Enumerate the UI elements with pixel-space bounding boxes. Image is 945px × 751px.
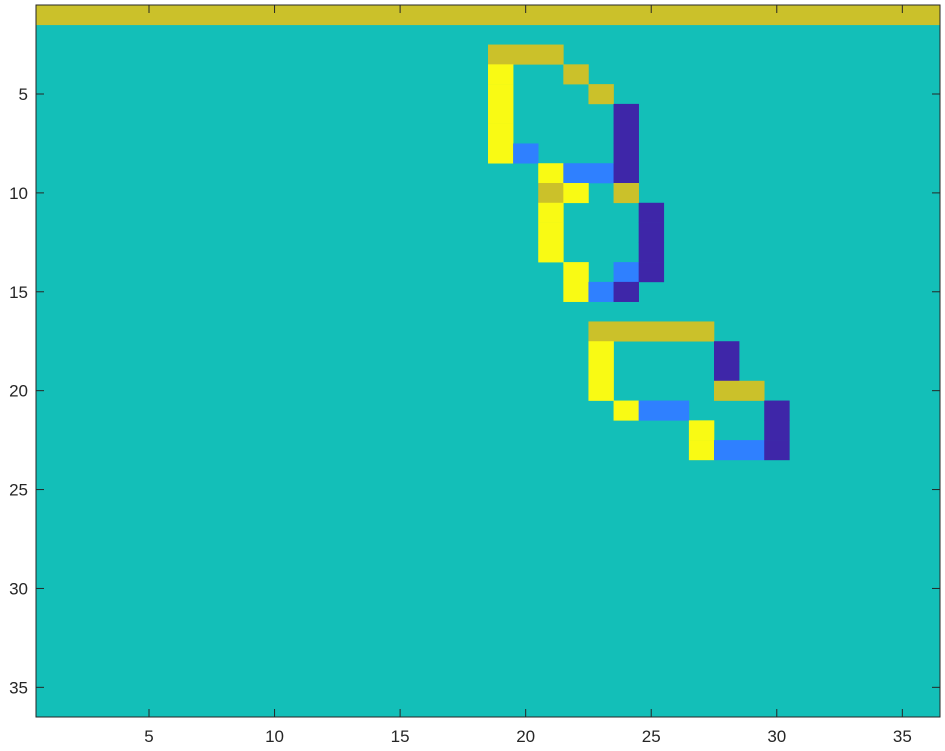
heatmap-cell bbox=[538, 242, 564, 263]
x-tick-label: 20 bbox=[516, 727, 535, 746]
heatmap-cell bbox=[588, 321, 715, 342]
heatmap-cell bbox=[638, 202, 665, 223]
x-tick-label: 10 bbox=[265, 727, 284, 746]
y-axis: 5 10 15 20 25 30 35 bbox=[9, 85, 940, 697]
y-tick-label: 25 bbox=[9, 481, 28, 500]
heatmap-cell bbox=[588, 84, 614, 105]
heatmap-cell bbox=[714, 440, 765, 461]
y-tick-label: 5 bbox=[19, 85, 28, 104]
heatmap-cell bbox=[613, 143, 639, 164]
heatmap-cell bbox=[538, 222, 564, 243]
heatmap-cell bbox=[688, 420, 715, 441]
heatmap-cell bbox=[613, 163, 639, 184]
axes-box bbox=[35, 4, 941, 718]
heatmap-cell bbox=[764, 400, 790, 421]
heatmap-cell bbox=[764, 420, 790, 441]
y-tick-label: 20 bbox=[9, 382, 28, 401]
heatmap-cell bbox=[563, 163, 614, 184]
heatmap-cell bbox=[538, 202, 564, 223]
heatmap-cell bbox=[563, 281, 589, 302]
heatmap-cell bbox=[538, 163, 564, 184]
heatmap-cell bbox=[714, 341, 740, 362]
heatmap-cell bbox=[538, 183, 564, 204]
y-tick-label: 15 bbox=[9, 283, 28, 302]
heatmap-cell bbox=[638, 262, 665, 283]
y-tick-label: 35 bbox=[9, 678, 28, 697]
heatmap-cell bbox=[613, 262, 639, 283]
heatmap-cell bbox=[563, 183, 589, 204]
heatmap-cell bbox=[588, 341, 614, 362]
heatmap-cell bbox=[488, 123, 514, 144]
heatmap-cell bbox=[688, 440, 715, 461]
heatmap-cell bbox=[488, 64, 514, 85]
x-axis: 5 10 15 20 25 30 35 bbox=[144, 5, 912, 746]
heatmap-cell bbox=[588, 281, 614, 302]
heatmap-cell bbox=[488, 143, 514, 164]
heatmap-cell bbox=[588, 361, 614, 382]
y-tick-label: 10 bbox=[9, 184, 28, 203]
x-tick-label: 15 bbox=[391, 727, 410, 746]
x-tick-label: 25 bbox=[642, 727, 661, 746]
heatmap-cell bbox=[36, 5, 941, 26]
plot-area bbox=[35, 4, 941, 718]
x-tick-label: 35 bbox=[893, 727, 912, 746]
heatmap-cell bbox=[714, 361, 740, 382]
heatmap-cell bbox=[613, 400, 639, 421]
heatmap-cell bbox=[613, 183, 639, 204]
heatmap-cell bbox=[588, 380, 614, 401]
heatmap-cell bbox=[764, 440, 790, 461]
heatmap-cell bbox=[714, 380, 765, 401]
x-tick-label: 5 bbox=[144, 727, 153, 746]
heatmap-cell bbox=[563, 64, 589, 85]
heatmap-cell bbox=[488, 84, 514, 105]
heatmap-cell bbox=[638, 222, 665, 243]
heatmap-cell bbox=[638, 242, 665, 263]
heatmap-cell bbox=[488, 44, 564, 65]
x-tick-label: 30 bbox=[767, 727, 786, 746]
y-tick-label: 30 bbox=[9, 579, 28, 598]
heatmap-cell bbox=[613, 123, 639, 144]
heatmap-cell bbox=[638, 400, 690, 421]
heatmap-cell bbox=[613, 103, 639, 124]
heatmap-cell bbox=[563, 262, 589, 283]
heatmap-cell bbox=[488, 103, 514, 124]
heatmap-cell bbox=[513, 143, 539, 164]
heatmap-cell bbox=[613, 281, 639, 302]
